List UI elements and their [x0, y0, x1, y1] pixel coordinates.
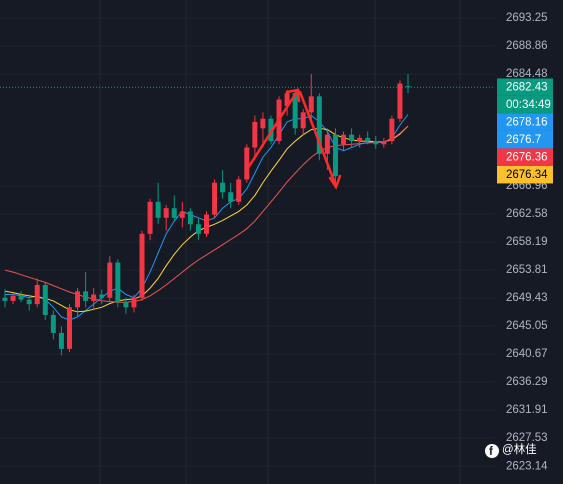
price-label: 2676.7: [506, 134, 541, 146]
candle-body: [58, 332, 64, 349]
arrow-down: [298, 90, 338, 188]
candle-body: [18, 295, 24, 300]
candle-body: [50, 314, 56, 333]
candle-body: [365, 137, 371, 142]
candle-body: [147, 201, 153, 234]
candle-body: [349, 134, 355, 142]
arrow-head: [285, 88, 301, 103]
arrow-up: [246, 88, 300, 170]
price-label-box: [497, 78, 553, 96]
candle-body: [284, 93, 290, 106]
price-label: 2676.36: [506, 152, 548, 164]
y-tick-label: 2653.81: [506, 264, 548, 276]
watermark: f @林佳: [485, 442, 537, 458]
countdown-box: [497, 95, 553, 114]
price-label-box: [497, 148, 553, 166]
candle-body: [179, 211, 185, 218]
candle-body: [115, 262, 121, 303]
countdown: 00:34:49: [506, 99, 551, 111]
candle-body: [373, 141, 379, 145]
candle-body: [228, 192, 234, 202]
arrow-head: [328, 174, 342, 190]
candle-body: [171, 208, 177, 218]
price-label: 2682.43: [506, 82, 548, 94]
candle-body: [300, 112, 306, 129]
candle-body: [324, 134, 330, 154]
candle-body: [292, 93, 298, 129]
candle-body: [26, 299, 32, 305]
candle-body: [260, 118, 266, 129]
candle-body: [397, 83, 403, 119]
y-tick-label: 2693.25: [506, 12, 548, 24]
price-label: 2676.34: [506, 169, 548, 181]
candle-body: [83, 291, 89, 301]
candle-body: [187, 211, 193, 225]
price-label: 2678.16: [506, 117, 548, 129]
candle-body: [204, 214, 209, 234]
y-tick-label: 2636.29: [506, 376, 548, 388]
y-tick-label: 2631.91: [506, 404, 548, 416]
candle-body: [107, 262, 113, 298]
candle-body: [389, 118, 395, 142]
y-tick-label: 2645.05: [506, 320, 548, 332]
candle-body: [99, 294, 105, 298]
candle-body: [34, 284, 40, 305]
watermark-icon-letter: f: [489, 446, 493, 458]
moving-average-line: [4, 125, 409, 303]
y-tick-label: 2658.19: [506, 236, 548, 248]
candle-body: [341, 134, 347, 145]
candle-body: [308, 96, 314, 113]
candle-body: [75, 291, 81, 308]
y-tick-label: 2662.58: [506, 208, 548, 220]
candle-body: [195, 224, 201, 234]
candle-body: [357, 137, 363, 142]
candle-body: [244, 147, 250, 180]
candle-body: [42, 284, 48, 315]
y-tick-label: 2688.86: [506, 40, 548, 52]
watermark-text: @林佳: [502, 442, 537, 456]
candle-body: [131, 297, 137, 308]
candle-body: [236, 179, 242, 202]
price-labels: 2682.43 00:34:49 2678.16 2676.7 2676.36 2676.…: [497, 78, 553, 184]
candle-body: [316, 96, 322, 154]
candle-body: [123, 302, 129, 308]
candle-body: [2, 297, 8, 301]
candle-body: [332, 134, 338, 177]
candle-body: [155, 201, 161, 218]
candle-body: [252, 121, 258, 148]
candle-body: [66, 307, 72, 349]
y-tick-label: 2640.67: [506, 348, 548, 360]
y-tick-label: 2627.53: [506, 432, 548, 444]
y-tick-label: 2649.43: [506, 292, 548, 304]
y-tick-label: 2684.48: [506, 68, 548, 80]
grid: [0, 17, 495, 467]
y-tick-label: 2623.14: [506, 460, 548, 472]
candle-body: [405, 86, 411, 88]
candle-body: [139, 233, 145, 298]
watermark-icon: [485, 444, 499, 458]
price-label-box: [497, 130, 553, 149]
candle-body: [212, 182, 218, 215]
candle-body: [220, 182, 226, 193]
price-label-box: [497, 113, 553, 131]
price-label-box: [497, 165, 553, 184]
candle-body: [10, 295, 16, 301]
candle-body: [91, 294, 97, 301]
candle-body: [381, 141, 387, 145]
annotation-arrows: [246, 88, 342, 190]
candle-body: [163, 208, 169, 218]
